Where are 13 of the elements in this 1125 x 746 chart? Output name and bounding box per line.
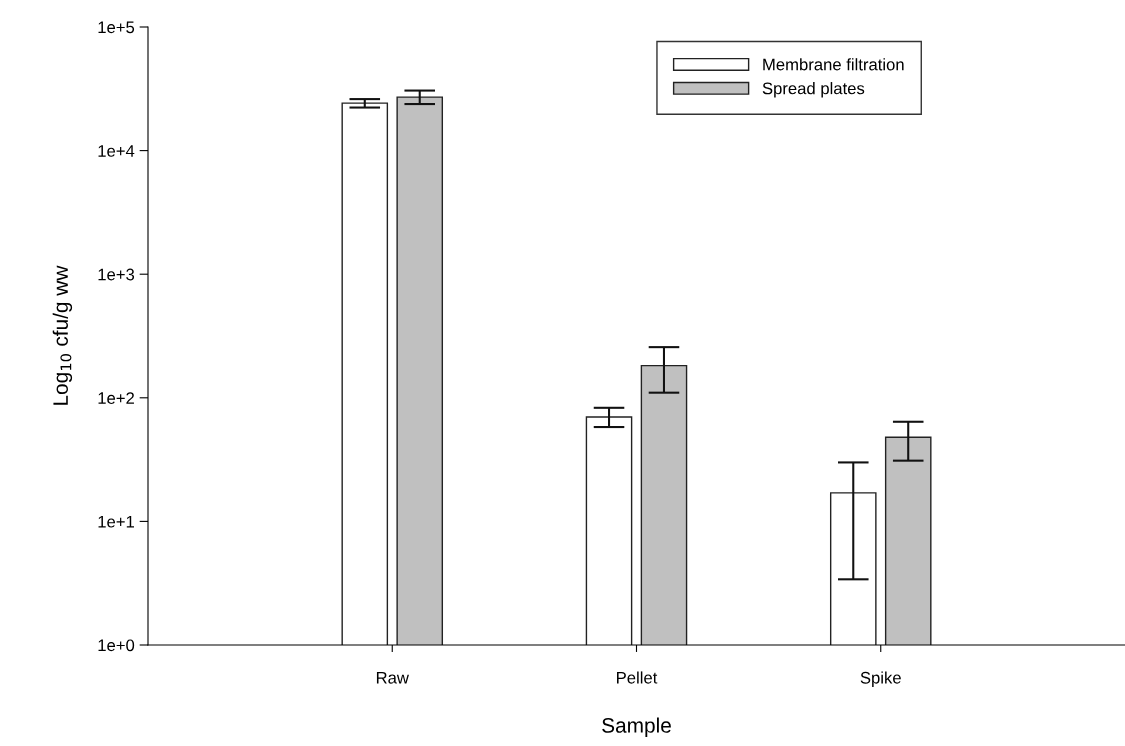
legend-label: Spread plates [762, 82, 865, 98]
x-axis-title: Sample [602, 717, 671, 737]
legend-label: Membrane filtration [763, 58, 904, 71]
y-tick-label: 1e+3 [98, 268, 135, 281]
x-tick-label: Spike [860, 671, 901, 687]
y-tick-label: 1e+0 [98, 639, 135, 652]
x-tick-label: Raw [376, 672, 409, 684]
y-tick-label: 1e+1 [98, 515, 134, 528]
x-tick-label: Pellet [617, 671, 658, 684]
y-tick-label: 1e+5 [98, 21, 135, 34]
y-axis-title: Log$_{10}$ cfu/g ww [52, 265, 73, 405]
y-tick-label: 1e+2 [98, 392, 134, 404]
y-tick-label: 1e+4 [98, 145, 135, 157]
